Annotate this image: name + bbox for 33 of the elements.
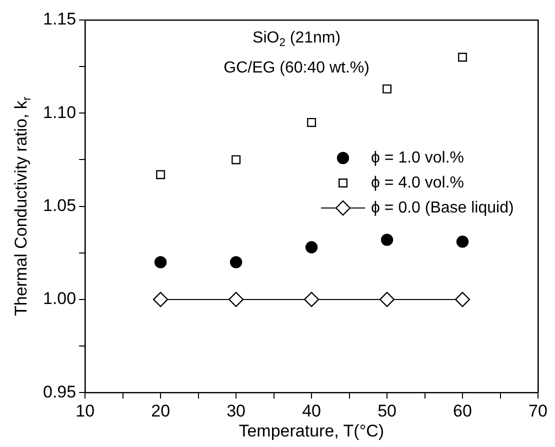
y-axis-title: Thermal Conductivity ratio, kr (12, 96, 34, 316)
y-tick-label: 1.10 (42, 102, 76, 122)
y-tick-label: 1.15 (42, 10, 76, 29)
annotation: GC/EG (60:40 wt.%) (224, 59, 370, 76)
point (379, 292, 395, 308)
x-tick-label: 70 (528, 401, 548, 420)
x-axis-title: Temperature, T(°C) (238, 422, 384, 441)
y-tick-label: 1.05 (42, 196, 76, 215)
x-tick-label: 10 (76, 401, 95, 420)
point (305, 241, 318, 254)
point (454, 292, 470, 308)
point (458, 52, 468, 62)
legend-label: ϕ = 1.0 vol.% (371, 149, 464, 166)
point (456, 236, 469, 248)
point (228, 292, 244, 308)
point (304, 292, 320, 308)
x-tick-label: 20 (151, 401, 170, 420)
point (232, 155, 241, 164)
point (154, 256, 167, 268)
x-tick-label: 50 (378, 401, 396, 420)
y-tick-label: 0.95 (42, 382, 76, 402)
legend-label: ϕ = 0.0 (Base liquid) (371, 199, 514, 216)
legend-label: ϕ = 4.0 vol.% (371, 174, 464, 192)
point (230, 256, 242, 268)
point (307, 118, 316, 127)
x-tick-label: 30 (226, 401, 246, 420)
point (380, 234, 394, 246)
point (152, 292, 168, 308)
x-tick-label: 40 (302, 401, 322, 420)
point (382, 84, 392, 94)
x-tick-label: 60 (453, 401, 472, 420)
y-tick-label: 1.00 (42, 289, 76, 308)
point (156, 170, 166, 180)
